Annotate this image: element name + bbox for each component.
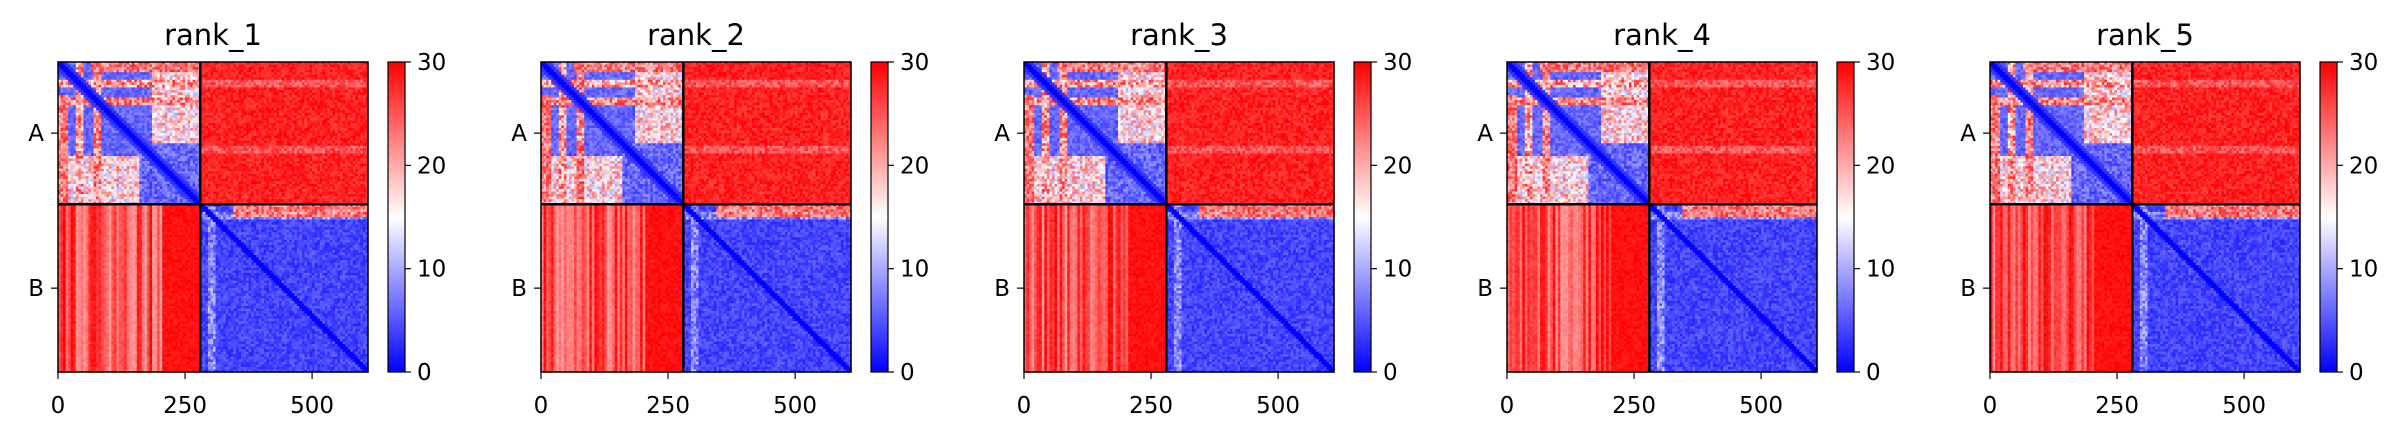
panel-title: rank_1 — [164, 18, 262, 52]
heatmap-cells — [58, 62, 369, 373]
